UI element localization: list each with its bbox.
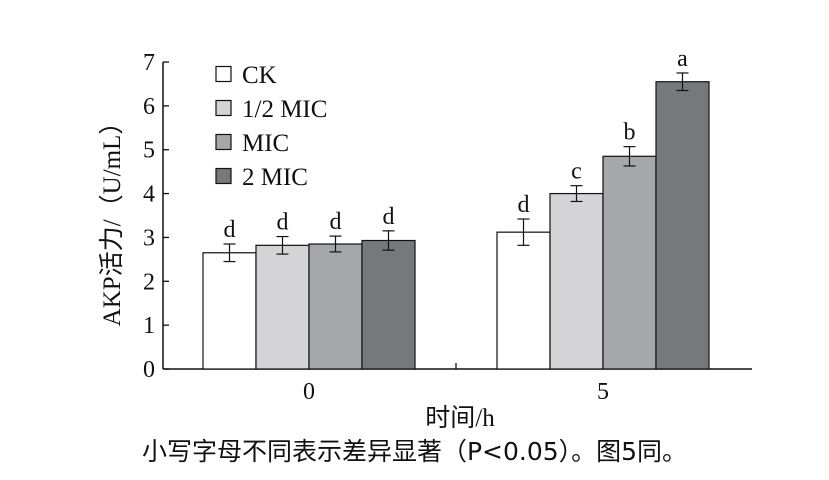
y-tick-label: 7 <box>143 50 155 76</box>
significance-letter: a <box>677 46 688 72</box>
y-tick-label: 4 <box>143 182 155 208</box>
legend-label: CK <box>242 62 277 89</box>
significance-letter: b <box>624 120 636 146</box>
significance-letter: d <box>383 204 395 230</box>
legend-swatch <box>215 167 232 185</box>
significance-letter: d <box>224 217 236 243</box>
figure-caption: 小写字母不同表示差异显著（P<0.05）。图5同。 <box>141 437 688 466</box>
y-tick-label: 5 <box>143 138 155 164</box>
y-tick-label: 6 <box>143 94 155 120</box>
significance-letter: d <box>518 192 530 218</box>
y-tick-label: 1 <box>143 313 155 339</box>
bar <box>655 81 710 370</box>
x-tick-label: 0 <box>303 379 315 405</box>
significance-letter: d <box>330 209 342 235</box>
bar <box>602 155 657 370</box>
legend-label: 1/2 MIC <box>242 96 327 123</box>
bar <box>361 239 416 370</box>
x-axis-label: 时间/h <box>425 404 495 432</box>
bar-chart: 0 1 2 3 4 5 6 7 0 5 d d d d d c b a CK 1/2 MIC MIC 2 MIC 时间… <box>98 46 752 432</box>
significance-letter: c <box>571 159 582 185</box>
legend-swatch <box>215 133 232 151</box>
bar <box>308 243 363 370</box>
bar <box>255 244 310 370</box>
y-tick-label: 3 <box>143 225 155 251</box>
x-tick-label: 5 <box>597 379 609 405</box>
bar <box>496 231 551 370</box>
legend: CK 1/2 MIC MIC 2 MIC <box>215 62 327 191</box>
y-axis-label: AKP活力/（U/mL） <box>98 110 126 327</box>
y-tick-label: 2 <box>143 269 155 295</box>
bar <box>549 192 604 370</box>
legend-swatch <box>215 99 232 117</box>
y-tick-label: 0 <box>143 357 155 383</box>
legend-label: 2 MIC <box>242 164 308 191</box>
legend-label: MIC <box>242 130 289 157</box>
bars: d d d d d c b a <box>202 46 710 370</box>
significance-letter: d <box>277 210 289 236</box>
bar <box>202 252 257 370</box>
legend-swatch <box>215 65 232 83</box>
